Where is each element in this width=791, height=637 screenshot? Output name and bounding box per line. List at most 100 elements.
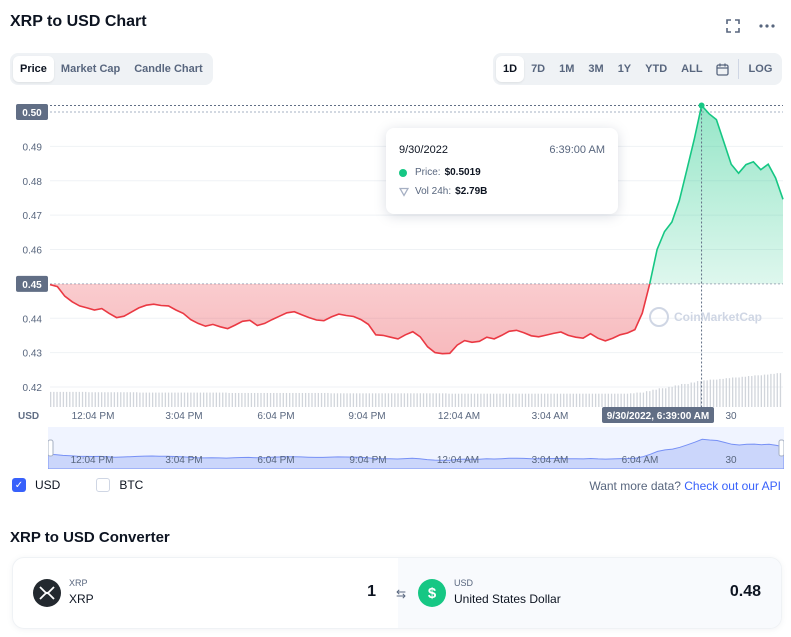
volume-bar bbox=[314, 392, 316, 407]
volume-bar bbox=[620, 393, 622, 407]
tooltip-volume-row: Vol 24h: $2.79B bbox=[399, 186, 487, 197]
range-3m[interactable]: 3M bbox=[588, 63, 604, 75]
volume-bar bbox=[292, 392, 294, 407]
volume-bar bbox=[582, 393, 584, 407]
volume-bar bbox=[187, 392, 189, 407]
range-navigator[interactable]: 12:04 PM 3:04 PM 6:04 PM 9:04 PM 12:04 AM 3:0… bbox=[47, 427, 785, 470]
volume-bar bbox=[617, 393, 619, 407]
volume-bar bbox=[473, 393, 476, 407]
volume-bar bbox=[244, 392, 246, 407]
volume-bar bbox=[744, 376, 747, 407]
volume-bar bbox=[145, 392, 147, 407]
x-axis-currency-label: USD bbox=[18, 411, 39, 422]
price-chart-svg: 0.42 0.43 0.44 0.45 0.46 0.47 0.48 0.49 0.50 USD… bbox=[16, 102, 784, 423]
navigator-tick-label: 12:04 PM bbox=[71, 455, 114, 466]
volume-bar bbox=[400, 393, 402, 407]
x-tick-label: 9:04 PM bbox=[348, 411, 385, 422]
converter-to-panel bbox=[398, 558, 781, 628]
volume-bar bbox=[773, 373, 775, 407]
volume-bar bbox=[349, 393, 351, 407]
volume-bar bbox=[448, 393, 450, 407]
volume-bar bbox=[598, 393, 600, 407]
volume-bar bbox=[247, 392, 249, 407]
volume-bar bbox=[607, 393, 610, 407]
tab-candle-chart[interactable]: Candle Chart bbox=[134, 63, 203, 75]
usd-checkbox[interactable]: ✓ bbox=[12, 478, 26, 492]
volume-bar bbox=[716, 379, 718, 407]
x-tick-label: 6:04 PM bbox=[257, 411, 294, 422]
navigator-left-handle[interactable] bbox=[47, 439, 54, 457]
volume-bar bbox=[690, 382, 692, 407]
volume-bar bbox=[56, 391, 58, 407]
volume-bar bbox=[687, 383, 689, 407]
volume-bar bbox=[604, 393, 606, 407]
volume-bar bbox=[263, 392, 265, 407]
volume-bar bbox=[352, 393, 355, 407]
volume-bar bbox=[365, 393, 367, 407]
calendar-icon[interactable] bbox=[710, 56, 735, 82]
swap-icon[interactable]: ⇆ bbox=[395, 587, 407, 601]
navigator-tick-label: 3:04 PM bbox=[165, 455, 202, 466]
tooltip-price-label: Price: bbox=[415, 167, 441, 178]
volume-bar bbox=[543, 393, 546, 407]
volume-bar bbox=[470, 393, 472, 407]
price-area-up bbox=[50, 105, 783, 284]
navigator-right-handle[interactable] bbox=[778, 439, 785, 457]
volume-bar bbox=[645, 391, 648, 407]
btc-checkbox[interactable] bbox=[96, 478, 111, 492]
volume-bar bbox=[480, 393, 482, 407]
volume-bar bbox=[142, 392, 144, 407]
range-1d[interactable]: 1D bbox=[496, 56, 525, 82]
volume-bar bbox=[741, 376, 743, 407]
api-link[interactable]: Check out our API bbox=[684, 479, 781, 493]
range-ytd[interactable]: YTD bbox=[645, 63, 668, 75]
volume-bar bbox=[770, 373, 772, 407]
volume-bar bbox=[601, 393, 603, 407]
from-currency-name: XRP bbox=[69, 592, 94, 606]
navigator-tick-label: 6:04 AM bbox=[622, 455, 659, 466]
volume-bar bbox=[591, 393, 594, 407]
price-chart[interactable]: 0.42 0.43 0.44 0.45 0.46 0.47 0.48 0.49 0.50 USD… bbox=[0, 95, 791, 475]
volume-bar bbox=[330, 393, 332, 407]
fullscreen-icon[interactable] bbox=[723, 16, 743, 36]
tab-market-cap[interactable]: Market Cap bbox=[60, 63, 121, 75]
volume-bar bbox=[234, 392, 237, 407]
volume-bar bbox=[499, 393, 501, 407]
volume-bar bbox=[763, 374, 766, 407]
volume-bar bbox=[550, 393, 552, 407]
from-currency-code: XRP bbox=[69, 578, 88, 588]
volume-bar bbox=[747, 376, 750, 407]
volume-bar bbox=[674, 385, 676, 407]
price-tooltip: 9/30/2022 6:39:00 AM Price: $0.5019 Vol … bbox=[386, 128, 618, 214]
volume-bar bbox=[222, 392, 224, 407]
tooltip-price-row: Price: $0.5019 bbox=[399, 167, 481, 178]
converter-card: XRP XRP 1 ⇆ $ USD United States Dollar 0… bbox=[12, 557, 782, 629]
range-7d[interactable]: 7D bbox=[531, 63, 546, 75]
volume-bar bbox=[59, 391, 61, 407]
volume-bar bbox=[547, 393, 549, 407]
volume-bar bbox=[193, 392, 195, 407]
volume-bar bbox=[391, 393, 393, 407]
usd-label: USD bbox=[35, 478, 61, 492]
volume-bar bbox=[413, 393, 415, 407]
range-1m[interactable]: 1M bbox=[559, 63, 575, 75]
from-amount-input[interactable]: 1 bbox=[367, 583, 376, 600]
volume-bar bbox=[129, 392, 131, 407]
usd-dollar-icon: $ bbox=[418, 579, 446, 607]
volume-bar bbox=[276, 392, 278, 407]
range-all[interactable]: ALL bbox=[681, 63, 703, 75]
volume-bar bbox=[681, 383, 683, 407]
volume-bar bbox=[725, 378, 727, 407]
volume-bar bbox=[378, 393, 380, 407]
watermark-text: CoinMarketCap bbox=[674, 310, 762, 324]
volume-bar bbox=[346, 393, 348, 407]
more-options-icon[interactable] bbox=[757, 16, 777, 36]
price-line-up bbox=[50, 103, 784, 284]
tab-price[interactable]: Price bbox=[13, 56, 54, 82]
volume-bar bbox=[652, 389, 654, 407]
log-scale-toggle[interactable]: LOG bbox=[748, 63, 773, 75]
range-1y[interactable]: 1Y bbox=[617, 63, 632, 75]
volume-bar bbox=[324, 392, 326, 407]
volume-bar bbox=[633, 393, 635, 407]
volume-bar bbox=[630, 393, 632, 407]
